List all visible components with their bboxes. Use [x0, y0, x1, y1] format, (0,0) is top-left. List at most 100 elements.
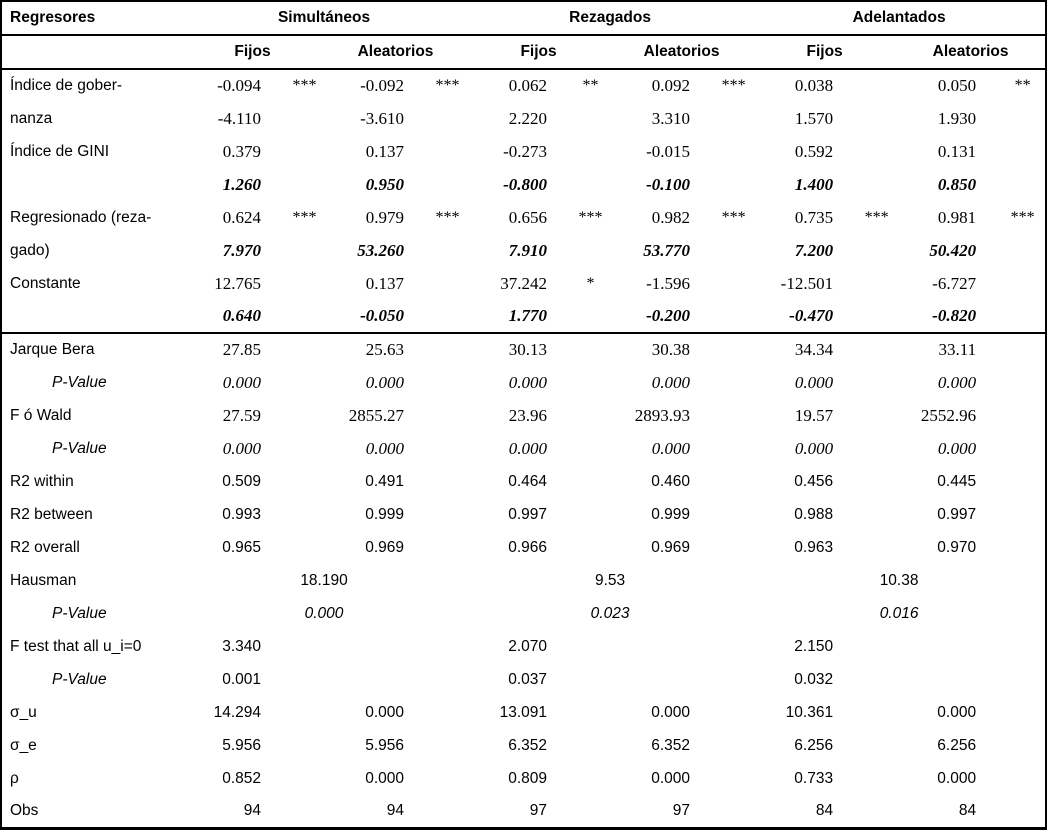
stat-value-cell: 0.969 — [651, 538, 691, 556]
tstat-cell: -0.200 — [646, 306, 691, 325]
star-spacer — [285, 168, 324, 201]
stat-value-cell: 0.491 — [365, 472, 404, 490]
stat-fijos-value-cell: 2.070 — [508, 637, 548, 655]
tstat-cell: -0.820 — [932, 306, 977, 325]
tstat-cell: -0.100 — [646, 174, 691, 194]
row-label: σ_e — [10, 736, 37, 754]
significance-stars: *** — [721, 77, 746, 94]
stat-value-cell: 0.464 — [508, 472, 548, 490]
row-label: nanza — [10, 109, 53, 127]
tstat-cell: 1.930 — [937, 108, 977, 128]
stat-value-cell: 0.456 — [794, 472, 834, 490]
row-label: gado) — [10, 241, 50, 259]
star-spacer — [1000, 696, 1046, 729]
empty-cell — [324, 663, 428, 696]
stat-value-cell: 0.000 — [222, 372, 261, 392]
tstat-cell: 53.260 — [357, 240, 404, 260]
tstat-cell: 0.950 — [365, 174, 404, 194]
estimate-cell: 0.131 — [937, 141, 977, 161]
star-spacer — [1000, 762, 1046, 795]
empty-cell — [896, 663, 1000, 696]
star-spacer — [571, 465, 610, 498]
star-spacer — [571, 696, 610, 729]
stat-value-cell: 0.852 — [222, 769, 261, 787]
star-spacer — [428, 465, 467, 498]
stat-value-cell: 0.965 — [222, 538, 261, 556]
stat-value-cell: 0.000 — [651, 769, 691, 787]
star-spacer — [714, 432, 753, 465]
row-label: σ_u — [10, 703, 37, 721]
stat-value-cell: 0.999 — [365, 505, 404, 523]
stat-value-cell: 2855.27 — [348, 405, 404, 425]
tstat-cell: 1.770 — [508, 306, 548, 325]
star-spacer — [714, 531, 753, 564]
stat-group-value-cell: 9.53 — [594, 571, 626, 589]
stat-fijos-value-cell: 0.037 — [508, 670, 548, 688]
stat-value-cell: 25.63 — [365, 340, 404, 359]
star-spacer — [285, 432, 324, 465]
stat-value-cell: 0.809 — [508, 769, 548, 787]
tstat-cell: 7.970 — [222, 240, 261, 260]
stat-value-cell: 84 — [958, 801, 977, 819]
stat-value-cell: 0.000 — [937, 703, 977, 721]
estimate-cell: -6.727 — [932, 273, 977, 293]
star-spacer — [428, 399, 467, 432]
star-spacer — [571, 333, 610, 366]
subheader-fijos-1: Fijos — [234, 43, 271, 60]
stat-value-cell: 0.000 — [794, 438, 834, 458]
tstat-cell: -0.800 — [503, 174, 548, 194]
row-label: P-Value — [52, 439, 107, 457]
row-label: P-Value — [52, 604, 107, 622]
row-label: Jarque Bera — [10, 341, 95, 358]
star-spacer — [714, 465, 753, 498]
star-spacer — [857, 663, 896, 696]
stat-value-cell: 94 — [243, 801, 261, 819]
row-label: F test that all u_i=0 — [10, 637, 142, 655]
star-spacer — [714, 696, 753, 729]
star-spacer — [857, 102, 896, 135]
group-header-adelantados: Adelantados — [852, 9, 946, 26]
star-spacer — [571, 663, 610, 696]
statistic-row: ρ 0.852 0.000 0.809 0.000 0.733 0.000 — [1, 762, 1046, 795]
significance-stars: *** — [435, 208, 460, 226]
star-spacer — [428, 333, 467, 366]
row-label — [1, 168, 181, 201]
estimate-cell: 37.242 — [500, 273, 548, 293]
star-spacer — [714, 663, 753, 696]
statistics-body: Jarque Bera 27.85 25.63 30.13 30.38 34.34 33.1… — [1, 333, 1046, 828]
stat-value-cell: 0.733 — [794, 769, 834, 787]
estimate-cell: 0.592 — [794, 141, 834, 161]
stat-value-cell: 84 — [815, 801, 834, 819]
row-label: Constante — [10, 274, 81, 292]
tstat-row: gado) 7.970 53.260 7.910 53.770 7.200 50.420 — [1, 234, 1046, 267]
estimate-cell: 0.624 — [222, 207, 261, 227]
stat-value-cell: 0.000 — [365, 372, 404, 392]
stat-value-cell: 6.256 — [937, 736, 977, 754]
significance-stars: *** — [292, 208, 317, 226]
row-label: P-Value — [52, 373, 107, 391]
star-spacer — [714, 168, 753, 201]
empty-cell — [896, 630, 1000, 663]
stat-value-cell: 0.988 — [794, 505, 834, 523]
star-spacer — [1000, 234, 1046, 267]
star-spacer — [857, 234, 896, 267]
star-spacer — [285, 333, 324, 366]
star-spacer — [428, 729, 467, 762]
star-spacer — [428, 366, 467, 399]
estimate-cell: 0.038 — [794, 76, 834, 95]
stat-value-cell: 2552.96 — [920, 405, 977, 425]
estimate-cell: 12.765 — [214, 273, 261, 293]
tstat-cell: 7.200 — [794, 240, 834, 260]
star-spacer — [857, 168, 896, 201]
stat-value-cell: 0.000 — [651, 703, 691, 721]
tstat-cell: 7.910 — [508, 240, 548, 260]
significance-stars — [285, 135, 324, 168]
star-spacer — [857, 729, 896, 762]
star-spacer — [714, 795, 753, 828]
stat-value-cell: 0.000 — [365, 703, 404, 721]
estimate-cell: 0.379 — [222, 141, 261, 161]
estimate-cell: 0.092 — [651, 76, 691, 95]
significance-stars: *** — [864, 208, 889, 226]
stat-value-cell: 0.445 — [937, 472, 977, 490]
estimate-cell: -0.015 — [646, 141, 691, 161]
